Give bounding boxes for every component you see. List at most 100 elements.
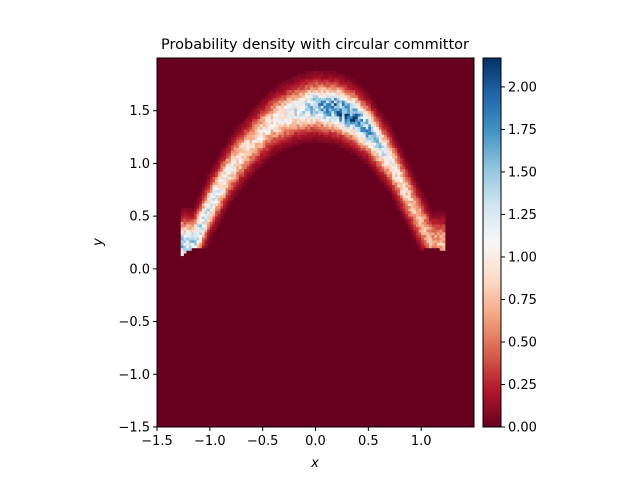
heatmap-cell	[339, 97, 343, 101]
heatmap-cell	[307, 86, 311, 91]
heatmap-cell	[278, 131, 282, 135]
heatmap-cell	[389, 192, 393, 196]
heatmap-cell	[437, 245, 441, 249]
heatmap-cell	[381, 131, 385, 135]
heatmap-cell	[299, 73, 303, 77]
heatmap-cell	[244, 137, 248, 141]
heatmap-cell	[281, 134, 285, 138]
colorbar-tick-label: 0.75	[508, 293, 537, 308]
heatmap-cell	[246, 126, 250, 130]
heatmap-cell	[223, 150, 227, 154]
heatmap-cell	[225, 163, 229, 167]
heatmap-cell	[225, 181, 229, 185]
heatmap-cell	[328, 121, 332, 125]
heatmap-cell	[392, 166, 396, 170]
heatmap-cell	[191, 216, 195, 220]
heatmap-cell	[228, 197, 232, 201]
heatmap-cell	[302, 89, 306, 93]
colorbar-tick-label: 1.00	[508, 250, 537, 265]
heatmap-cell	[225, 147, 229, 151]
heatmap-cell	[204, 218, 208, 222]
heatmap-cell	[238, 187, 242, 191]
heatmap-cell	[344, 121, 348, 125]
heatmap-cell	[323, 76, 327, 80]
heatmap-cell	[341, 144, 345, 149]
heatmap-cell	[407, 192, 411, 196]
heatmap-cell	[220, 200, 224, 204]
heatmap-cell	[318, 100, 322, 104]
heatmap-cell	[344, 92, 348, 96]
heatmap-cell	[312, 71, 316, 75]
heatmap-cell	[336, 113, 340, 117]
heatmap-cell	[347, 94, 351, 98]
heatmap-cell	[384, 123, 388, 127]
heatmap-cell	[244, 150, 248, 154]
heatmap-cell	[389, 142, 393, 146]
heatmap-cell	[320, 110, 324, 114]
heatmap-cell	[307, 121, 311, 125]
heatmap-cell	[267, 102, 271, 106]
heatmap-cell	[294, 79, 298, 83]
heatmap-cell	[254, 131, 258, 135]
heatmap-cell	[365, 110, 369, 114]
heatmap-cell	[405, 168, 409, 172]
heatmap-cell	[281, 129, 285, 133]
heatmap-cell	[294, 113, 298, 117]
heatmap-cell	[339, 113, 343, 117]
heatmap-cell	[273, 100, 277, 104]
heatmap-cell	[299, 131, 303, 135]
heatmap-cell	[186, 245, 190, 249]
heatmap-cell	[249, 110, 253, 114]
heatmap-cell	[302, 121, 306, 125]
heatmap-cell	[349, 115, 353, 120]
heatmap-cell	[252, 118, 256, 122]
heatmap-cell	[249, 139, 253, 143]
heatmap-cell	[244, 123, 248, 127]
heatmap-cell	[283, 118, 287, 122]
heatmap-cell	[223, 166, 227, 170]
heatmap-cell	[413, 200, 417, 204]
heatmap-cell	[215, 163, 219, 167]
heatmap-cell	[278, 110, 282, 114]
heatmap-cell	[368, 150, 372, 154]
heatmap-cell	[407, 168, 411, 172]
heatmap-cell	[328, 89, 332, 93]
heatmap-cell	[286, 121, 290, 125]
heatmap-cell	[233, 184, 237, 188]
heatmap-cell	[389, 163, 393, 167]
heatmap-cell	[381, 118, 385, 122]
heatmap-cell	[238, 181, 242, 185]
heatmap-cell	[217, 216, 221, 220]
heatmap-cell	[246, 152, 250, 156]
heatmap-cell	[402, 210, 406, 214]
heatmap-cell	[365, 108, 369, 112]
heatmap-cell	[275, 92, 279, 96]
heatmap-cell	[357, 113, 361, 117]
heatmap-cell	[442, 245, 446, 249]
heatmap-cell	[381, 168, 385, 172]
heatmap-cell	[402, 202, 406, 206]
heatmap-cell	[223, 200, 227, 204]
heatmap-cell	[407, 181, 411, 185]
heatmap-cell	[225, 168, 229, 172]
heatmap-cell	[315, 94, 319, 98]
heatmap-cell	[318, 81, 322, 85]
heatmap-cell	[347, 89, 351, 93]
heatmap-cell	[376, 113, 380, 117]
heatmap-cell	[415, 210, 419, 214]
heatmap-cell	[225, 179, 229, 183]
heatmap-cell	[262, 139, 266, 143]
heatmap-cell	[410, 208, 414, 212]
heatmap-cell	[267, 155, 271, 159]
heatmap-cell	[384, 171, 388, 175]
heatmap-cell	[394, 152, 398, 156]
heatmap-cell	[262, 131, 266, 135]
heatmap-cell	[265, 126, 269, 130]
heatmap-cell	[333, 73, 338, 77]
heatmap-cell	[267, 92, 271, 96]
heatmap-cell	[341, 97, 345, 101]
heatmap-cell	[389, 126, 393, 130]
heatmap-cell	[397, 202, 401, 206]
heatmap-cell	[199, 226, 203, 230]
heatmap-cell	[439, 229, 443, 233]
